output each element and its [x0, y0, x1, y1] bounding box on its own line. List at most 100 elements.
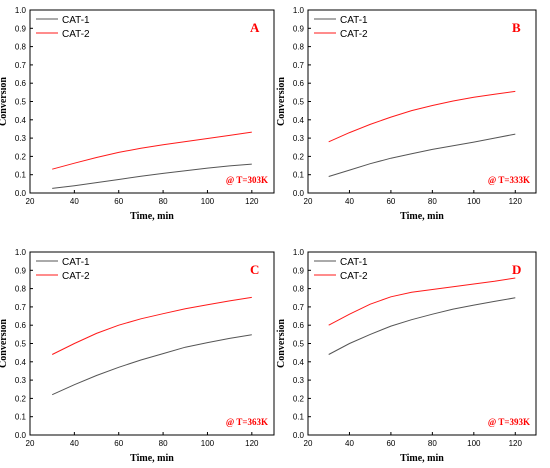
y-tick-label: 0.5	[293, 98, 305, 107]
legend-label: CAT-1	[340, 257, 368, 268]
legend-label: CAT-2	[340, 29, 368, 40]
legend-label: CAT-1	[340, 15, 368, 26]
y-axis-label: Conversion	[0, 319, 9, 368]
legend-label: CAT-2	[62, 29, 90, 40]
chart-panel-d: 0.0 0.1 0.2 0.3 0.4 0.5 0.6 0.7 0.8 0.9 1.0 20 40 60 8…	[276, 248, 537, 464]
x-tick-label: 120	[245, 197, 259, 206]
panel-letter: A	[250, 20, 260, 35]
y-tick-label: 1.0	[293, 248, 305, 257]
x-tick-label: 80	[428, 439, 437, 448]
y-tick-label: 0.3	[293, 376, 305, 385]
y-tick-label: 0.6	[15, 321, 27, 330]
x-tick-label: 80	[159, 439, 168, 448]
chart-panel-a: 0.0 0.1 0.2 0.3 0.4 0.5 0.6 0.7 0.8 0.9 1.0 20 40 60 8…	[0, 6, 275, 222]
y-tick-label: 0.2	[293, 394, 305, 403]
x-tick-label: 40	[70, 439, 79, 448]
y-tick-label: 0.8	[293, 285, 305, 294]
temperature-annotation: @ T=363K	[226, 417, 268, 427]
y-tick-label: 0.1	[15, 413, 27, 422]
x-axis-label: Time, min	[400, 211, 444, 222]
legend-label: CAT-2	[340, 271, 368, 282]
y-tick-label: 0.0	[15, 431, 27, 440]
x-tick-label: 40	[70, 197, 79, 206]
y-tick-label: 0.9	[15, 24, 27, 33]
y-tick-label: 0.6	[293, 79, 305, 88]
y-tick-label: 0.8	[293, 43, 305, 52]
y-tick-label: 0.0	[293, 431, 305, 440]
y-tick-label: 0.2	[15, 394, 27, 403]
x-axis-label: Time, min	[130, 211, 174, 222]
x-tick-label: 120	[509, 197, 523, 206]
x-tick-label: 20	[26, 197, 35, 206]
y-tick-label: 1.0	[15, 248, 27, 257]
x-tick-label: 40	[345, 439, 354, 448]
y-tick-label: 0.4	[15, 358, 27, 367]
y-tick-label: 0.8	[15, 285, 27, 294]
y-tick-label: 0.0	[293, 189, 305, 198]
x-axis-label: Time, min	[400, 453, 444, 464]
x-tick-label: 120	[245, 439, 259, 448]
x-tick-label: 20	[304, 197, 313, 206]
chart-panel-c: 0.0 0.1 0.2 0.3 0.4 0.5 0.6 0.7 0.8 0.9 1.0 20 40 60 8…	[0, 248, 275, 464]
series-line-cat-1	[52, 163, 252, 189]
x-tick-label: 40	[345, 197, 354, 206]
y-tick-label: 0.9	[293, 24, 305, 33]
y-tick-label: 0.5	[293, 340, 305, 349]
series-line-cat-1	[328, 297, 516, 355]
x-tick-label: 60	[386, 197, 395, 206]
y-tick-label: 0.2	[293, 152, 305, 161]
y-tick-label: 0.9	[293, 266, 305, 275]
y-tick-label: 0.4	[15, 116, 27, 125]
temperature-annotation: @ T=393K	[488, 417, 530, 427]
temperature-annotation: @ T=303K	[226, 175, 268, 185]
y-tick-label: 0.6	[15, 79, 27, 88]
legend-label: CAT-1	[62, 257, 90, 268]
y-tick-label: 0.5	[15, 98, 27, 107]
y-tick-label: 1.0	[15, 6, 27, 15]
y-axis-label: Conversion	[276, 319, 287, 368]
legend-label: CAT-1	[62, 15, 90, 26]
y-tick-label: 0.3	[15, 376, 27, 385]
x-axis-label: Time, min	[130, 453, 174, 464]
y-axis-label: Conversion	[276, 77, 287, 126]
y-tick-label: 0.1	[293, 413, 305, 422]
y-tick-label: 0.7	[15, 61, 27, 70]
y-tick-label: 0.8	[15, 43, 27, 52]
series-line-cat-2	[52, 131, 252, 170]
x-tick-label: 80	[159, 197, 168, 206]
series-line-cat-2	[328, 90, 516, 143]
y-tick-label: 0.7	[293, 61, 305, 70]
panel-letter: D	[512, 262, 521, 277]
x-tick-label: 80	[428, 197, 437, 206]
x-tick-label: 20	[304, 439, 313, 448]
y-tick-label: 0.4	[293, 116, 305, 125]
y-tick-label: 0.5	[15, 340, 27, 349]
x-tick-label: 100	[201, 439, 215, 448]
panel-letter: B	[512, 20, 521, 35]
y-tick-label: 0.9	[15, 266, 27, 275]
y-tick-label: 0.7	[293, 303, 305, 312]
x-tick-label: 60	[114, 439, 123, 448]
series-line-cat-2	[51, 296, 252, 355]
chart-panel-b: 0.0 0.1 0.2 0.3 0.4 0.5 0.6 0.7 0.8 0.9 1.0 20 40 60 8…	[276, 6, 537, 222]
y-tick-label: 0.3	[15, 134, 27, 143]
y-tick-label: 0.7	[15, 303, 27, 312]
panel-letter: C	[250, 262, 259, 277]
x-tick-label: 100	[201, 197, 215, 206]
y-tick-label: 0.6	[293, 321, 305, 330]
x-tick-label: 20	[26, 439, 35, 448]
x-tick-label: 120	[509, 439, 523, 448]
y-tick-label: 0.4	[293, 358, 305, 367]
y-tick-label: 1.0	[293, 6, 305, 15]
y-tick-label: 0.2	[15, 152, 27, 161]
temperature-annotation: @ T=333K	[488, 175, 530, 185]
x-tick-label: 100	[467, 439, 481, 448]
series-line-cat-1	[51, 334, 252, 396]
x-tick-label: 60	[386, 439, 395, 448]
x-tick-label: 100	[467, 197, 481, 206]
y-tick-label: 0.1	[15, 171, 27, 180]
y-tick-label: 0.0	[15, 189, 27, 198]
x-tick-label: 60	[114, 197, 123, 206]
series-line-cat-1	[328, 133, 516, 177]
